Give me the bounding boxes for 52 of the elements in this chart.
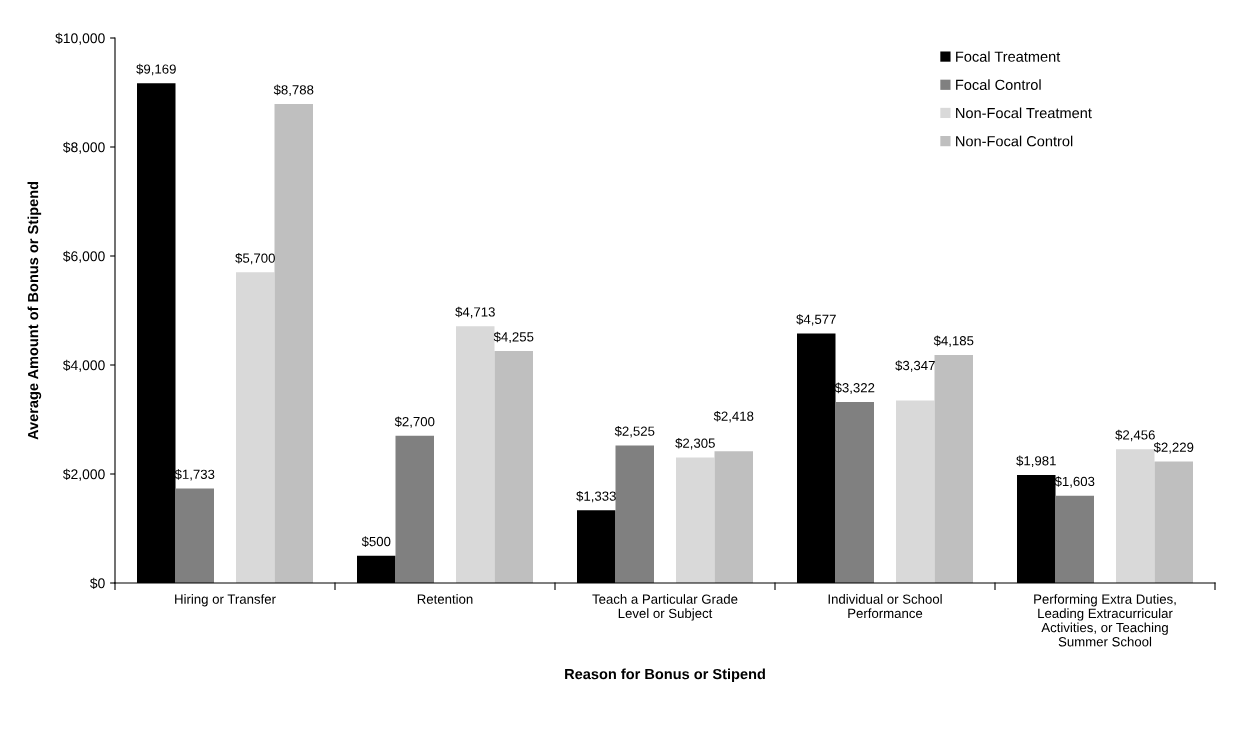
data-label: $2,525: [614, 425, 655, 438]
bar: [676, 457, 715, 583]
legend-label: Focal Treatment: [956, 51, 1061, 62]
bar: [934, 354, 973, 583]
bar: [1154, 461, 1193, 583]
data-label: $1,603: [1054, 476, 1095, 488]
bar: [175, 488, 214, 583]
data-label: $4,255: [493, 331, 534, 344]
bar: [1116, 449, 1155, 583]
x-axis-title: Reason for Bonus or Stipend: [565, 668, 765, 683]
bar: [456, 326, 495, 583]
data-label: $4,713: [455, 306, 495, 319]
data-label: $2,229: [1153, 442, 1194, 454]
x-tick-label: Retention: [417, 594, 473, 604]
bar: [395, 435, 434, 583]
data-label: $3,347: [895, 360, 935, 372]
bar: [896, 400, 935, 583]
data-label: $1,733: [174, 469, 215, 481]
bar: [274, 104, 313, 583]
y-tick-label: $8,000: [62, 141, 105, 154]
x-tick-label: Performing Extra Duties, Leading Extracurricular Activities, or Teaching Summer School: [1034, 594, 1176, 647]
data-label: $1,333: [576, 490, 616, 503]
data-label: $4,185: [933, 335, 974, 347]
legend-label: Focal Control: [956, 79, 1041, 91]
data-label: $500: [361, 536, 391, 547]
bar: [615, 445, 654, 583]
data-label: $3,322: [834, 382, 875, 394]
bar: [835, 401, 874, 583]
legend-label: Non-Focal Control: [956, 135, 1073, 147]
x-tick-label: Individual or School Performance: [828, 594, 942, 619]
data-label: $8,788: [273, 84, 314, 97]
bar: [1055, 495, 1094, 583]
data-label: $2,418: [713, 410, 754, 423]
y-tick-label: $6,000: [62, 250, 105, 263]
bar: [236, 272, 275, 583]
data-label: $9,169: [136, 63, 176, 76]
data-label: $2,456: [1115, 429, 1155, 442]
y-tick-label: $4,000: [62, 359, 105, 372]
y-axis-title: Average Amount of Bonus or Stipend: [27, 181, 42, 440]
data-label: $5,700: [235, 252, 275, 265]
data-label: $2,305: [675, 437, 715, 450]
data-label: $4,577: [796, 314, 836, 326]
y-tick-label: $10,000: [55, 32, 105, 45]
x-tick-label: Hiring or Transfer: [175, 594, 276, 607]
bar: [714, 451, 753, 583]
data-label: $2,700: [394, 416, 435, 428]
legend-label: Non-Focal Treatment: [956, 107, 1092, 119]
data-label: $1,981: [1016, 455, 1056, 468]
x-tick-label: Teach a Particular Grade Level or Subject: [592, 594, 738, 621]
y-tick-label: $2,000: [62, 468, 105, 481]
bar: [494, 351, 533, 583]
y-tick-label: $0: [89, 577, 105, 589]
